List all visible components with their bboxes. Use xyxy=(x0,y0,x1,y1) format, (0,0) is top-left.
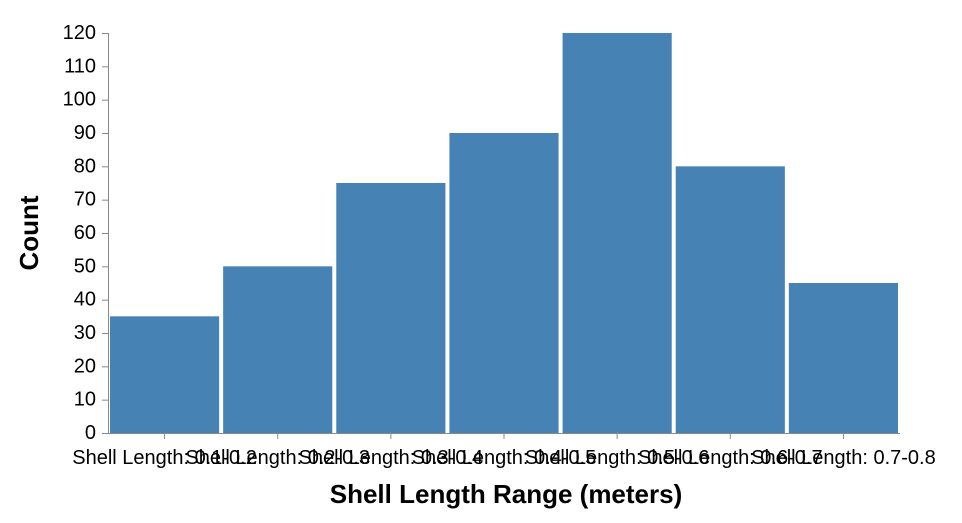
y-tick-label-11: 110 xyxy=(64,55,96,77)
x-axis-title: Shell Length Range (meters) xyxy=(330,479,683,509)
x-tick-label-3: Shell Length: 0.3-0.4 xyxy=(299,447,484,469)
y-tick-label-1: 10 xyxy=(74,389,96,411)
y-ticks-layer: 0 10 20 30 40 50 60 70 80 90 100 110 120 xyxy=(63,22,108,444)
y-tick-label-10: 100 xyxy=(63,89,96,111)
x-tick-label-2: Shell Length: 0.2-0.3 xyxy=(185,447,370,469)
y-tick-label-3: 30 xyxy=(74,322,96,344)
y-tick-label-2: 20 xyxy=(74,355,96,377)
x-tick-label-4: Shell Length: 0.4-0.5 xyxy=(412,447,597,469)
bar-3 xyxy=(336,183,446,433)
bar-4 xyxy=(449,133,559,433)
bar-7 xyxy=(788,283,898,433)
y-axis-title: Count xyxy=(14,195,44,270)
y-tick-label-4: 40 xyxy=(74,289,96,311)
y-tick-label-6: 60 xyxy=(74,222,96,244)
x-tick-label-6: Shell Length: 0.6-0.7 xyxy=(638,447,823,469)
x-tick-label-7: Shell Length: 0.7-0.8 xyxy=(751,447,936,469)
x-tick-label-5: Shell Length: 0.5-0.6 xyxy=(525,447,710,469)
y-tick-label-8: 80 xyxy=(74,155,96,177)
bar-6 xyxy=(675,166,785,434)
bar-2 xyxy=(223,266,333,433)
y-tick-label-0: 0 xyxy=(85,422,96,444)
x-tick-label-1: Shell Length: 0.1-0.2 xyxy=(72,447,257,469)
bars-layer xyxy=(110,33,898,434)
bar-5 xyxy=(562,33,672,433)
y-tick-label-5: 50 xyxy=(74,255,96,277)
y-tick-label-9: 90 xyxy=(74,122,96,144)
bar-1 xyxy=(110,316,220,433)
y-tick-label-12: 120 xyxy=(63,22,96,44)
y-tick-label-7: 70 xyxy=(74,189,96,211)
